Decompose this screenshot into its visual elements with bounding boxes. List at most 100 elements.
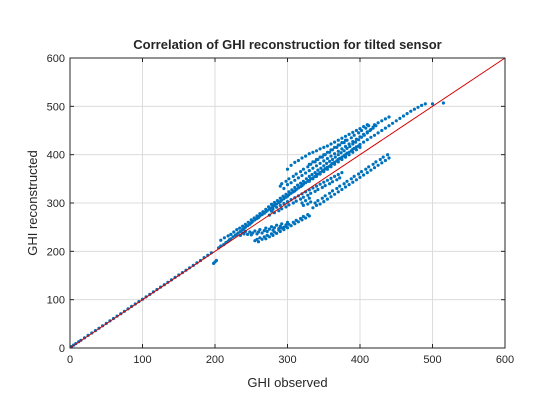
data-point (401, 114, 406, 118)
data-point (267, 235, 271, 239)
x-tick-label: 200 (206, 354, 224, 366)
data-point (246, 220, 250, 224)
x-axis-label: GHI observed (247, 375, 327, 390)
data-point (329, 195, 333, 199)
data-point (271, 233, 275, 237)
data-point (261, 210, 265, 214)
data-point (325, 150, 329, 154)
data-point (306, 202, 310, 206)
data-point (255, 214, 259, 218)
data-point (284, 192, 288, 196)
data-point (362, 173, 366, 177)
data-point (311, 150, 315, 154)
data-point (278, 229, 282, 234)
data-point (304, 199, 308, 203)
reference-line (69, 57, 506, 349)
data-point (336, 172, 340, 177)
data-point (307, 196, 311, 200)
data-point (289, 181, 293, 185)
data-point (340, 136, 344, 140)
data-point (251, 231, 255, 235)
data-point (349, 136, 353, 140)
data-point (314, 203, 319, 207)
data-point (325, 167, 329, 171)
data-point (358, 135, 362, 139)
data-point (358, 175, 362, 179)
data-point (354, 140, 358, 144)
data-point (369, 168, 373, 172)
data-point (398, 116, 402, 120)
data-point (328, 191, 332, 195)
data-point (264, 237, 268, 241)
data-point (271, 207, 275, 211)
data-point (394, 119, 398, 123)
data-point (316, 187, 320, 192)
data-point (265, 229, 269, 234)
data-point (322, 200, 326, 204)
y-tick-label: 400 (47, 150, 65, 162)
data-point (372, 166, 377, 170)
data-point (365, 130, 369, 134)
data-point (347, 142, 351, 146)
data-point (252, 216, 256, 220)
data-point (333, 155, 337, 159)
data-point (354, 137, 358, 141)
data-point (306, 193, 310, 197)
data-point (293, 185, 297, 190)
data-point (347, 153, 351, 157)
data-point (383, 117, 387, 121)
data-point (354, 178, 358, 182)
data-point (441, 101, 445, 105)
data-point (310, 172, 314, 177)
data-point (322, 170, 326, 174)
data-point (301, 167, 305, 171)
x-tick-label: 500 (423, 354, 441, 366)
data-point (387, 124, 391, 128)
y-tick-label: 0 (59, 343, 65, 355)
data-point (343, 185, 348, 189)
data-point (336, 143, 340, 147)
data-point (304, 216, 308, 220)
data-point (296, 220, 300, 224)
data-point (214, 258, 218, 263)
data-point (322, 164, 326, 168)
data-point (330, 189, 335, 193)
data-point (278, 184, 282, 188)
data-point (330, 180, 335, 184)
data-point (318, 155, 322, 159)
data-point (304, 177, 308, 181)
data-point (318, 182, 322, 186)
data-point (307, 179, 311, 183)
data-point (343, 138, 348, 142)
data-point (336, 149, 340, 153)
data-point (275, 205, 279, 209)
data-point (313, 201, 317, 205)
data-point (340, 187, 344, 192)
data-point (412, 107, 416, 111)
data-point (354, 148, 358, 152)
data-point (260, 237, 264, 241)
data-point (329, 142, 333, 146)
data-point (333, 192, 337, 196)
data-point (348, 144, 352, 149)
data-point (335, 178, 339, 182)
data-point (299, 170, 303, 174)
data-point (284, 179, 288, 183)
data-point (293, 178, 297, 182)
data-point (340, 141, 344, 145)
data-point (358, 142, 362, 147)
data-point (272, 226, 276, 230)
data-point (311, 166, 315, 170)
data-point (325, 156, 329, 161)
data-point (387, 156, 391, 160)
data-point (307, 162, 311, 166)
data-point (320, 185, 324, 190)
data-point (311, 177, 315, 181)
y-tick-label: 300 (47, 198, 65, 210)
reference-line-series (69, 57, 506, 349)
data-point (294, 199, 298, 203)
data-point (289, 163, 293, 167)
data-point (280, 182, 284, 186)
data-point (336, 160, 340, 164)
